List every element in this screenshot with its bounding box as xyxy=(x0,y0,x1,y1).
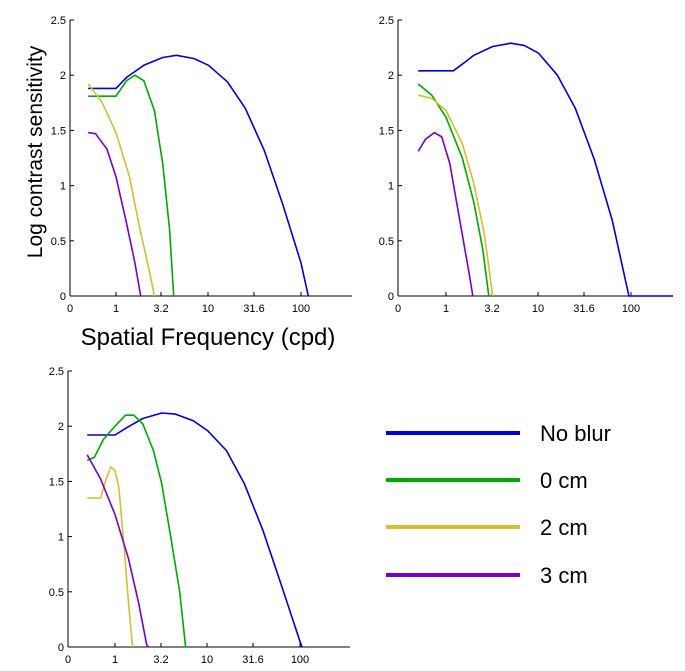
y-tick-label: 0 xyxy=(58,642,64,654)
x-tick-label: 100 xyxy=(622,303,640,315)
series-line-2-cm xyxy=(87,83,156,297)
series-line-0-cm xyxy=(417,83,490,297)
y-tick-label: 2 xyxy=(60,70,66,82)
y-tick-label: 2 xyxy=(388,70,394,82)
x-tick-label: 3.2 xyxy=(153,303,168,315)
y-tick-label: 1 xyxy=(60,181,66,193)
y-axis-label: Log contrast sensitivity xyxy=(24,45,47,258)
x-tick-label: 1 xyxy=(112,654,118,666)
legend-label-2cm: 2 cm xyxy=(540,515,588,540)
x-tick-label: 31.6 xyxy=(573,303,594,315)
y-tick-label: 0.5 xyxy=(49,587,64,599)
y-tick-label: 0.5 xyxy=(51,236,66,248)
series-line-2-cm xyxy=(87,466,134,648)
series-line-0-cm xyxy=(86,414,187,648)
series-line-no-blur xyxy=(87,412,303,648)
series-line-3-cm xyxy=(417,131,474,297)
y-tick-label: 1.5 xyxy=(49,476,64,488)
x-tick-label: 0 xyxy=(67,303,73,315)
series-line-no-blur xyxy=(418,42,673,297)
y-tick-label: 1 xyxy=(58,532,64,544)
x-tick-label: 3.2 xyxy=(484,303,499,315)
x-tick-label: 3.2 xyxy=(153,654,168,666)
y-tick-label: 1 xyxy=(388,181,394,193)
legend-item-0cm: 0 cm xyxy=(386,468,588,493)
legend-label-0cm: 0 cm xyxy=(540,468,588,493)
legend-item-3cm: 3 cm xyxy=(386,563,588,588)
x-axis-label: Spatial Frequency (cpd) xyxy=(81,324,336,351)
panel-top-right: 0 0.5 1 1.5 2 2.5 0 1 3.2 10 31.6 100 xyxy=(379,15,673,315)
series-line-3-cm xyxy=(86,454,150,648)
series-line-no-blur xyxy=(88,54,310,297)
x-tick-label: 1 xyxy=(443,303,449,315)
legend-label-no-blur: No blur xyxy=(540,421,611,446)
legend-item-no-blur: No blur xyxy=(386,421,611,446)
x-tick-label: 1 xyxy=(113,303,119,315)
y-tick-label: 2.5 xyxy=(49,366,64,378)
series-line-3-cm xyxy=(88,131,142,297)
x-tick-label: 100 xyxy=(292,303,310,315)
panel-top-left: 0 0.5 1 1.5 2 2.5 0 1 3.2 10 31.6 100 xyxy=(51,15,352,315)
x-tick-label: 31.6 xyxy=(243,303,264,315)
legend-label-3cm: 3 cm xyxy=(540,563,588,588)
panel-bottom-left: 0 0.5 1 1.5 2 2.5 0 1 3.2 10 31.6 100 xyxy=(49,366,350,666)
x-tick-label: 100 xyxy=(291,654,309,666)
series-line-0-cm xyxy=(88,74,175,297)
y-tick-label: 1.5 xyxy=(379,125,394,137)
y-tick-label: 2.5 xyxy=(379,15,394,27)
x-tick-label: 10 xyxy=(201,654,213,666)
series-line-2-cm xyxy=(418,94,494,297)
y-tick-label: 0.5 xyxy=(379,236,394,248)
y-tick-label: 0 xyxy=(60,291,66,303)
y-tick-label: 2 xyxy=(58,421,64,433)
x-tick-label: 10 xyxy=(202,303,214,315)
y-tick-label: 2.5 xyxy=(51,15,66,27)
x-tick-label: 31.6 xyxy=(242,654,263,666)
x-tick-label: 0 xyxy=(65,654,71,666)
legend-item-2cm: 2 cm xyxy=(386,515,588,540)
y-tick-label: 1.5 xyxy=(51,125,66,137)
legend: No blur 0 cm 2 cm 3 cm xyxy=(386,421,611,588)
x-tick-label: 0 xyxy=(395,303,401,315)
y-tick-label: 0 xyxy=(388,291,394,303)
x-tick-label: 10 xyxy=(532,303,544,315)
